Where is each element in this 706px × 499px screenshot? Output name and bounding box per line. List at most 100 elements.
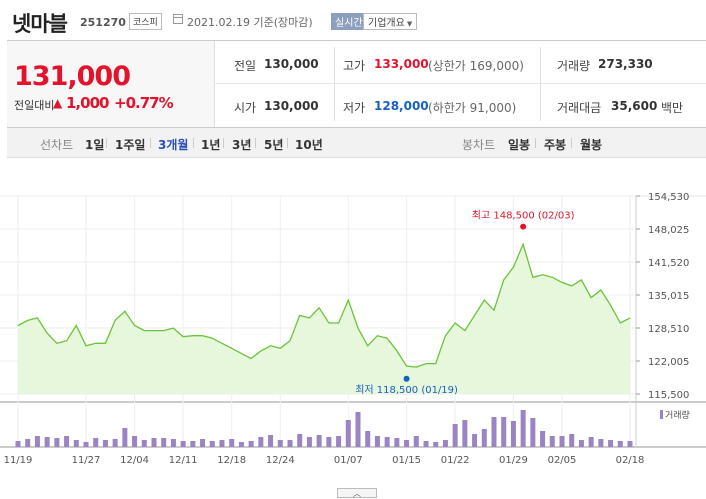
period-bar: 선차트 1일 1주일 3개월 1년 3년 5년 10년 봉차트 일봉 주봉 월봉 [7, 128, 706, 158]
volume-bar [501, 417, 507, 447]
divider [571, 138, 572, 148]
volume-bar [423, 441, 429, 447]
high-label: 고가 [343, 59, 366, 73]
x-tick-label: 02/05 [548, 455, 577, 466]
period-1w[interactable]: 1주일 [115, 138, 146, 152]
lower-limit: (하한가 91,000) [428, 101, 517, 115]
volume-value: 273,330 [598, 57, 653, 71]
chevron-down-icon: ▼ [406, 20, 413, 28]
volume-bar [209, 441, 215, 447]
volume-bar [54, 438, 60, 447]
low-value: 128,000 [374, 99, 429, 113]
amount-label: 거래대금 [557, 101, 602, 115]
volume-bar [277, 440, 283, 447]
period-10y[interactable]: 10년 [295, 138, 323, 152]
volume-bar [374, 436, 380, 447]
x-tick-label: 12/18 [217, 455, 246, 466]
company-info-dropdown[interactable]: 기업개요 ▼ [363, 13, 418, 30]
volume-bar [161, 438, 167, 447]
candle-daily[interactable]: 일봉 [508, 138, 531, 152]
volume-bar [268, 435, 274, 447]
price-area-fill [18, 244, 630, 394]
volume-bar [549, 436, 555, 447]
chevron-up-icon: ︿ [353, 489, 361, 498]
volume-bar [627, 441, 633, 447]
x-tick-label: 01/22 [441, 455, 470, 466]
market-badge: 코스피 [129, 13, 162, 30]
x-tick-label: 01/15 [392, 455, 421, 466]
current-price: 131,000 [14, 61, 131, 92]
volume-bar [34, 436, 40, 447]
volume-bar [122, 428, 128, 447]
volume-bar [355, 412, 361, 447]
y-tick-label: 122,005 [648, 357, 689, 368]
change-percent: +0.77% [114, 94, 174, 112]
change-value: 1,000 [66, 94, 109, 112]
low-label: 저가 [343, 101, 366, 115]
volume-bar [491, 417, 497, 447]
volume-bar [229, 439, 235, 447]
scroll-up-button[interactable]: ︿ [337, 488, 377, 498]
x-tick-label: 02/18 [616, 455, 645, 466]
volume-bar [316, 435, 322, 447]
x-tick-label: 12/04 [120, 455, 149, 466]
volume-bar [83, 442, 89, 447]
volume-bar [180, 441, 186, 447]
volume-bar [132, 436, 138, 447]
volume-bar [472, 434, 478, 447]
y-tick-label: 135,015 [648, 291, 689, 302]
volume-bar [25, 439, 31, 447]
stock-name: 넷마블 [12, 12, 68, 36]
volume-bar [588, 437, 594, 447]
volume-bar [462, 420, 468, 447]
volume-bar [598, 439, 604, 447]
volume-bar [219, 440, 225, 447]
amount-unit: 백만 [661, 101, 684, 115]
y-tick-label: 141,520 [648, 258, 689, 269]
max-label: 최고 148,500 (02/03) [472, 210, 575, 222]
prev-close-label: 전일 [234, 59, 257, 73]
period-3m[interactable]: 3개월 [158, 138, 189, 152]
period-1d[interactable]: 1일 [85, 138, 105, 152]
max-marker [520, 223, 527, 230]
stock-code: 251270 [80, 16, 126, 29]
y-tick-label: 154,530 [648, 192, 689, 203]
divider [150, 138, 151, 148]
prev-close-value: 130,000 [264, 57, 319, 71]
candle-weekly[interactable]: 주봉 [544, 138, 567, 152]
volume-bar [559, 436, 565, 447]
volume-bars: 거래량 [15, 409, 690, 447]
volume-bar [248, 441, 254, 447]
period-3y[interactable]: 3년 [232, 138, 252, 152]
y-axis-ticks: 154,530 148,025 141,520 135,015 128,510 122,0… [636, 192, 689, 401]
volume-bar [287, 440, 293, 447]
realtime-button[interactable]: 실시간 [331, 13, 367, 30]
volume-bar [64, 436, 70, 447]
divider [106, 138, 107, 148]
volume-bar [112, 439, 118, 447]
volume-bar [394, 438, 400, 447]
amount-value: 35,600 [611, 99, 658, 113]
line-chart-label: 선차트 [40, 138, 74, 152]
volume-bar [238, 442, 244, 447]
volume-bar [433, 442, 439, 447]
period-1y[interactable]: 1년 [201, 138, 221, 152]
divider [223, 138, 224, 148]
price-chart: 154,530 148,025 141,520 135,015 128,510 122,0… [0, 192, 706, 466]
volume-bar [190, 441, 196, 447]
volume-label: 거래량 [557, 59, 591, 73]
volume-bar [44, 437, 50, 447]
y-tick-label: 148,025 [648, 225, 689, 236]
volume-bar [73, 440, 79, 447]
price-box: 131,000 전일대비 ▲ 1,000 +0.77% [7, 41, 215, 127]
volume-bar [442, 440, 448, 447]
divider [535, 138, 536, 148]
volume-legend-swatch [660, 410, 663, 419]
volume-bar [93, 438, 99, 447]
y-tick-label: 115,500 [648, 390, 689, 401]
x-tick-label: 11/27 [72, 455, 101, 466]
row-divider [214, 83, 706, 84]
volume-bar [326, 437, 332, 447]
period-5y[interactable]: 5년 [264, 138, 284, 152]
candle-monthly[interactable]: 월봉 [580, 138, 603, 152]
